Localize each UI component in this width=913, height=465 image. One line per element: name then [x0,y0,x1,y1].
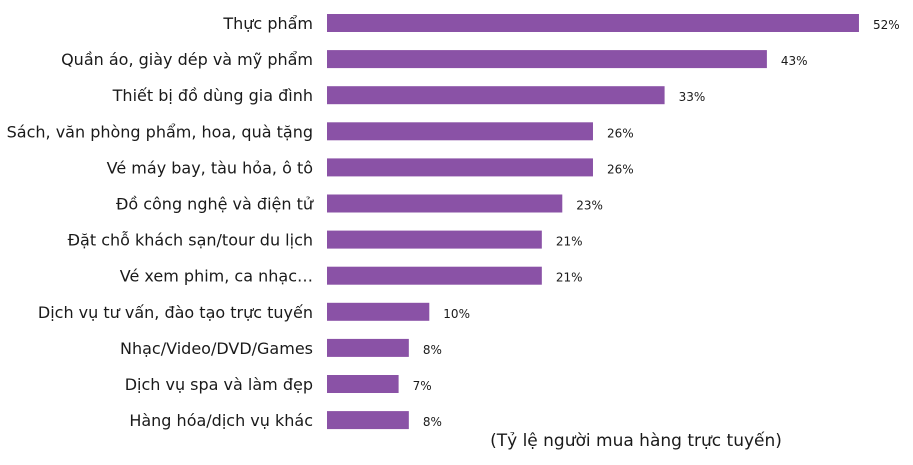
bar-9 [327,338,409,357]
value-label-8: 10% [443,307,470,321]
value-label-5: 23% [576,199,603,213]
value-label-3: 26% [607,126,634,140]
value-label-2: 33% [679,90,706,104]
bar-1 [327,50,767,69]
category-label-7: Vé xem phim, ca nhạc… [120,267,313,286]
bar-7 [327,266,542,285]
category-label-1: Quần áo, giày dép và mỹ phẩm [61,50,313,69]
bar-11 [327,411,409,430]
category-label-11: Hàng hóa/dịch vụ khác [129,411,313,430]
bar-5 [327,194,563,213]
category-label-2: Thiết bị đồ dùng gia đình [112,86,313,105]
category-label-10: Dịch vụ spa và làm đẹp [125,375,313,394]
bar-3 [327,122,593,141]
bar-10 [327,375,399,393]
value-label-4: 26% [607,162,634,176]
value-labels-group: 52% 43% 33% 26% 26% 23% 21% 21% 10% 8% 7% 8% [413,18,900,429]
category-label-8: Dịch vụ tư vấn, đào tạo trực tuyến [38,303,313,322]
value-label-10: 7% [413,379,432,393]
bar-8 [327,302,430,321]
bars-group [327,14,859,430]
bar-6 [327,230,542,249]
value-label-1: 43% [781,54,808,68]
category-label-9: Nhạc/Video/DVD/Games [120,339,313,358]
value-label-11: 8% [423,415,442,429]
category-label-0: Thực phẩm [222,14,313,33]
value-label-6: 21% [556,235,583,249]
category-labels-group: Thực phẩm Quần áo, giày dép và mỹ phẩm Thi… [7,14,314,430]
bar-4 [327,158,593,177]
category-label-4: Vé máy bay, tàu hỏa, ô tô [107,158,313,177]
bar-0 [327,14,859,32]
value-label-9: 8% [423,343,442,357]
value-label-0: 52% [873,18,900,32]
category-label-3: Sách, văn phòng phẩm, hoa, quà tặng [7,122,313,141]
category-label-5: Đồ công nghệ và điện tử [116,195,314,214]
bar-2 [327,86,665,105]
x-axis-label: (Tỷ lệ người mua hàng trực tuyến) [490,430,782,451]
category-label-6: Đặt chỗ khách sạn/tour du lịch [68,231,313,250]
value-label-7: 21% [556,271,583,285]
